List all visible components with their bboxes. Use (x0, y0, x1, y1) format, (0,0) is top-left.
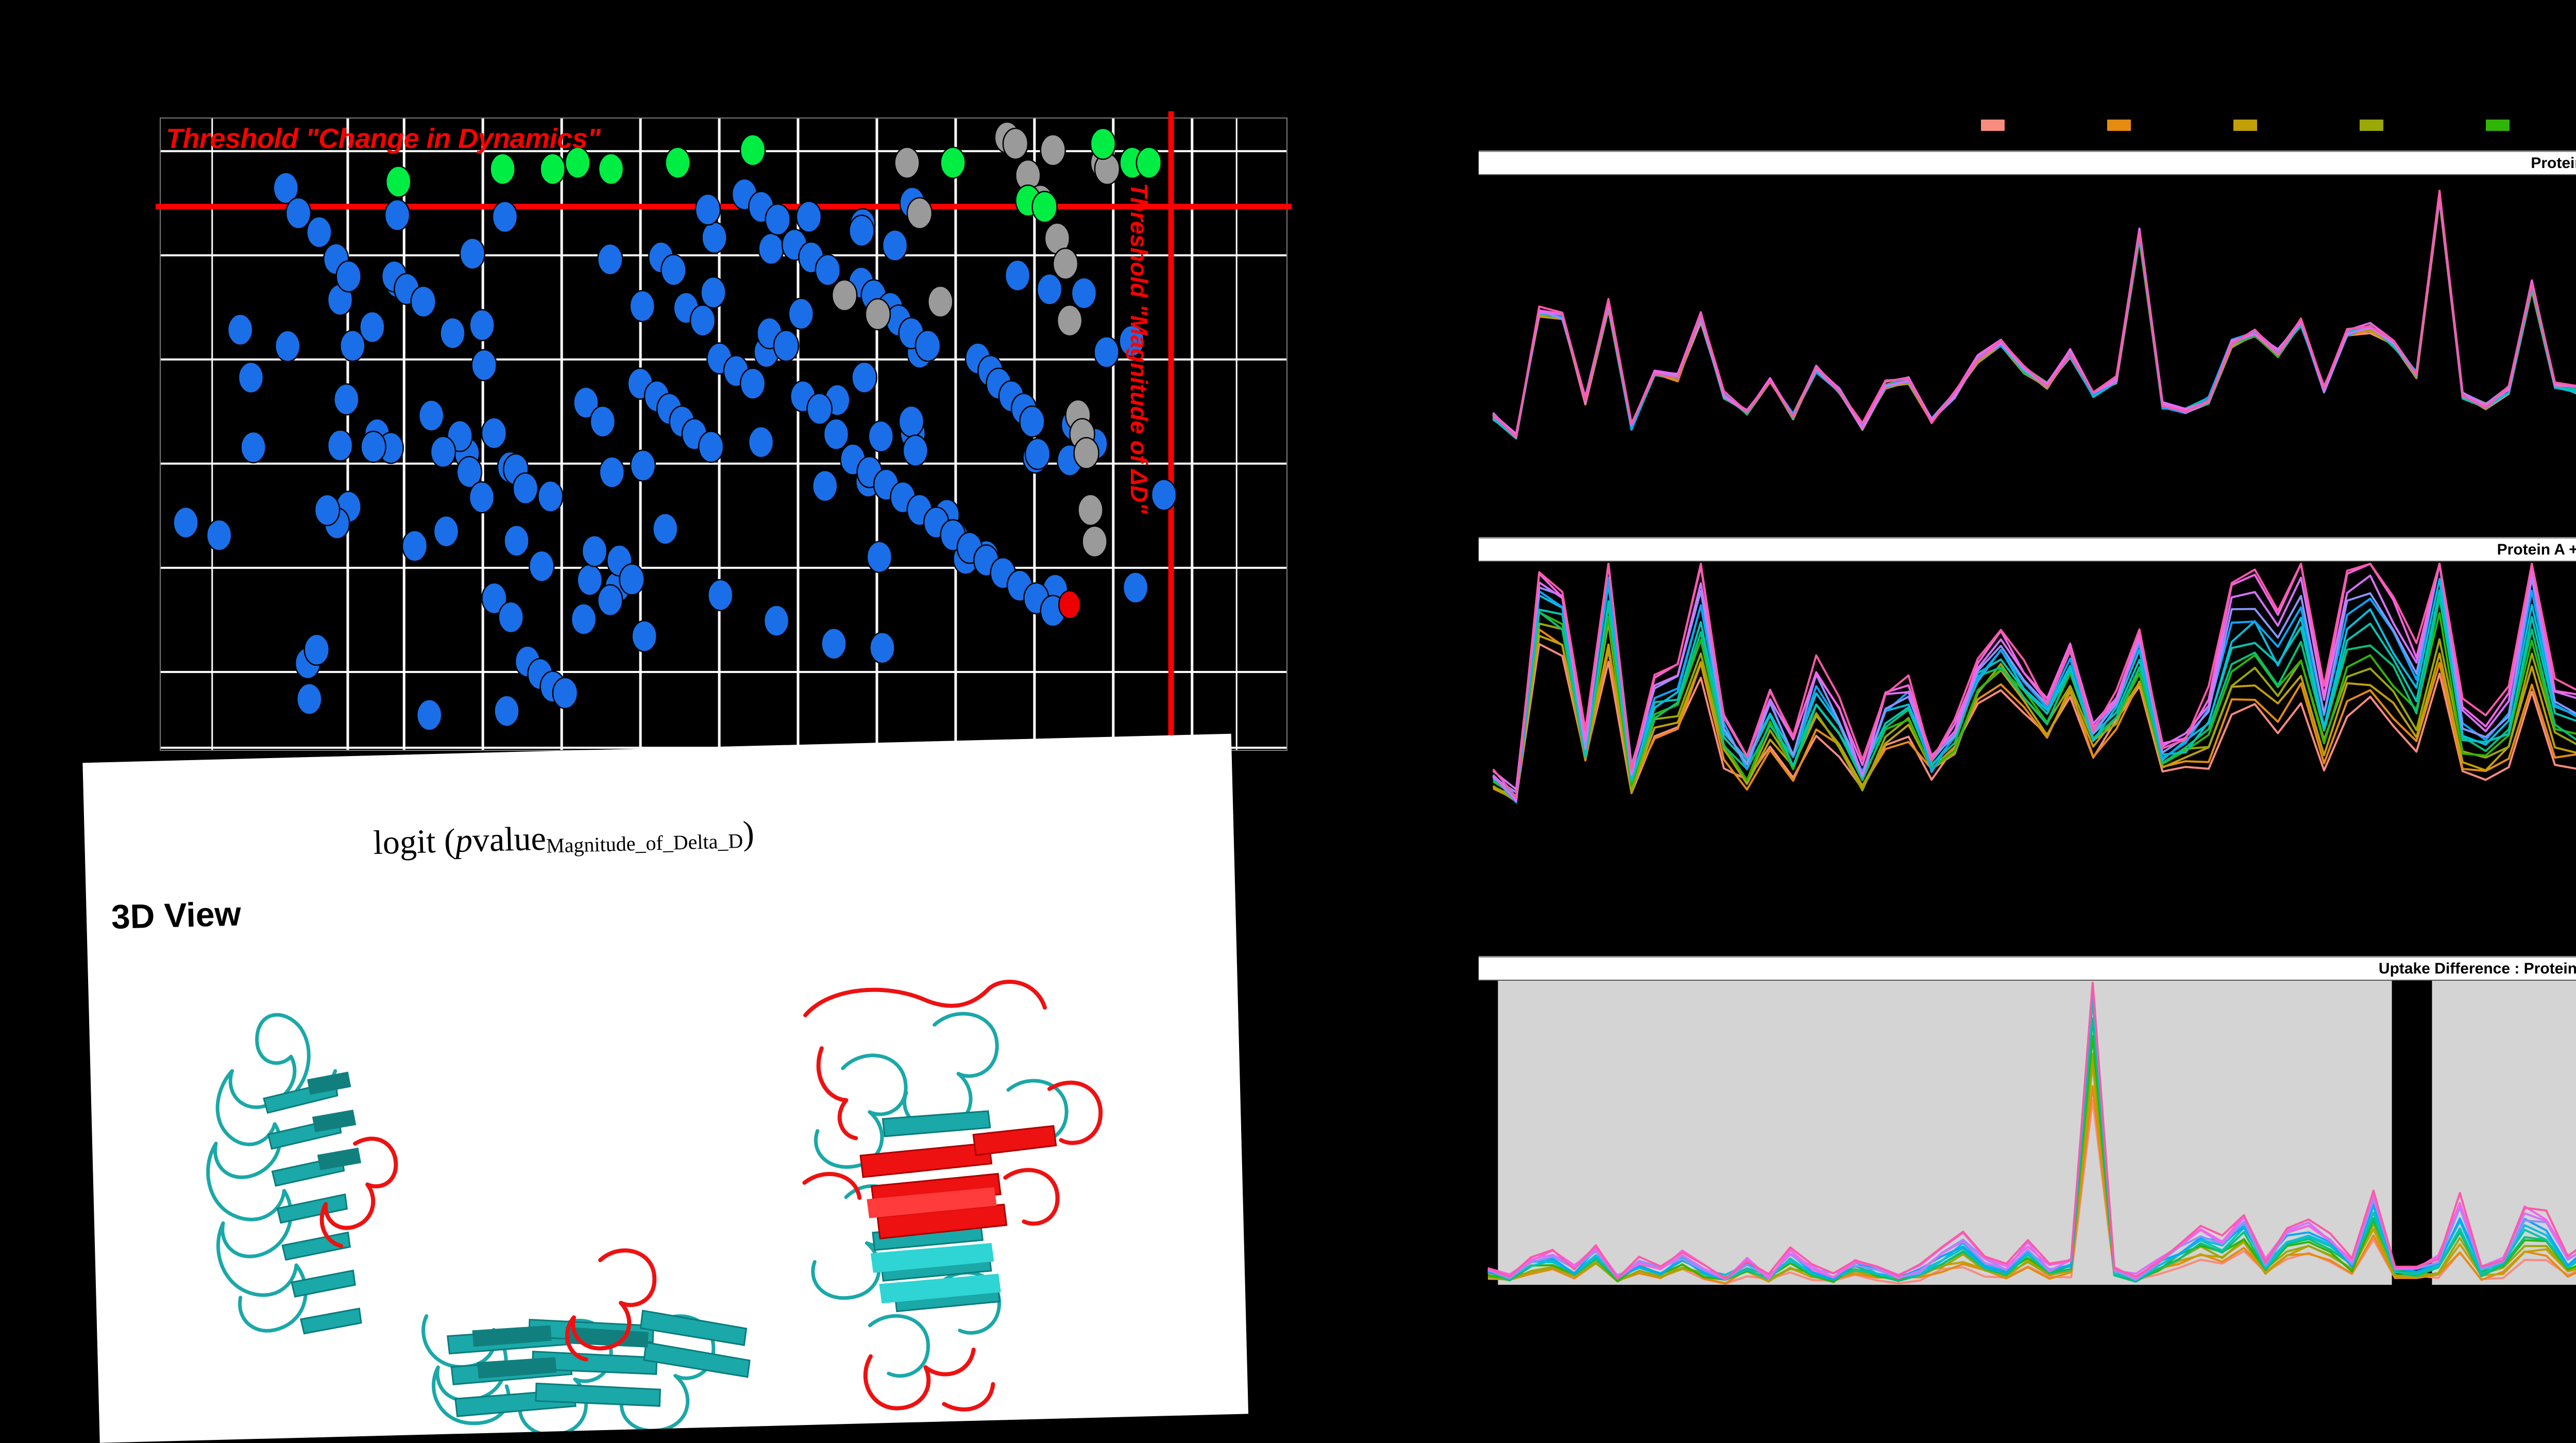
hdx-trace-5 (1493, 198, 2576, 436)
threshold-magnitude-of-delta-d-label: Threshold "Magnitude of ΔD" (1125, 183, 1153, 514)
hdx-trace-10 (1493, 193, 2576, 438)
volcano-x-axis-label: logit (pvalueMagnitude_of_Delta_D) (373, 814, 755, 863)
hdx-trace-1 (1493, 199, 2576, 436)
hdx-legend (1479, 120, 2576, 140)
uptake-band-1 (1498, 981, 2392, 1285)
hdx-panel-title-text: Protein A (1479, 152, 2576, 175)
protein-ribbon-structure[interactable] (129, 957, 1171, 1442)
hdx-panel-title-protein-a-ligand: Protein A + Ligand (1479, 537, 2576, 562)
xaxis-label-close: ) (742, 814, 755, 852)
hdx-trace-9 (1493, 196, 2576, 435)
hdx-trace-13 (1493, 564, 2576, 797)
hdx-trace-13 (1493, 190, 2576, 438)
hdx-panel-title-uptake-difference: Uptake Difference : Protein A - (Protein… (1479, 956, 2576, 981)
legend-swatch-1 (1981, 120, 2005, 131)
xaxis-label-subscript: Magnitude_of_Delta_D (546, 829, 743, 858)
hdx-trace-4 (1493, 199, 2576, 437)
hdx-series-group (1493, 564, 2576, 802)
hdx-trace-3 (1493, 200, 2576, 434)
hdx-chart-protein-a[interactable] (1479, 175, 2576, 454)
hdx-chart-protein-a-ligand[interactable] (1479, 562, 2576, 835)
hdx-chart-svg-2 (1479, 562, 2576, 835)
hdx-trace-11 (1493, 192, 2576, 434)
hdx-chart-svg-1 (1479, 175, 2576, 454)
hdx-panel-title-text: Uptake Difference : Protein A - (Protein… (1479, 958, 2576, 980)
hdx-trace-7 (1493, 194, 2576, 438)
protein-ribbon-svg (129, 957, 1171, 1442)
hdx-panel-title-text: Protein A + Ligand (1479, 539, 2576, 561)
three-d-view-inner: logit (pvalueMagnitude_of_Delta_D) 3D Vi… (82, 734, 1248, 1443)
hdx-trace-12 (1493, 196, 2576, 435)
hdx-trace-2 (1493, 200, 2576, 434)
xaxis-label-p: p (455, 821, 473, 860)
hdx-charts-panel: Protein A Protein A + Ligand Uptake Diff… (1479, 0, 2576, 1400)
legend-swatch-2 (2107, 120, 2131, 131)
hdx-chart-uptake-difference[interactable] (1479, 981, 2576, 1290)
volcano-scatter-svg (161, 119, 1286, 750)
hdx-panel-title-protein-a: Protein A (1479, 150, 2576, 175)
xaxis-label-main: logit ( (373, 822, 456, 862)
three-d-view-title: 3D View (111, 894, 242, 936)
three-d-view-card[interactable]: logit (pvalueMagnitude_of_Delta_D) 3D Vi… (82, 734, 1248, 1443)
hdx-trace-5 (1493, 612, 2576, 796)
xaxis-label-value: value (472, 820, 547, 860)
legend-swatch-3 (2233, 120, 2257, 131)
hdx-series-group (1493, 190, 2576, 439)
hdx-trace-8 (1493, 197, 2576, 437)
legend-swatch-5 (2486, 120, 2510, 131)
legend-swatch-4 (2360, 120, 2383, 131)
threshold-change-in-dynamics-label: Threshold "Change in Dynamics" (166, 123, 600, 155)
hdx-chart-svg-3 (1479, 981, 2576, 1290)
hdx-trace-6 (1493, 195, 2576, 436)
dashboard-root: Threshold "Change in Dynamics" Threshold… (0, 0, 2576, 1400)
volcano-plot-area[interactable] (160, 118, 1287, 751)
